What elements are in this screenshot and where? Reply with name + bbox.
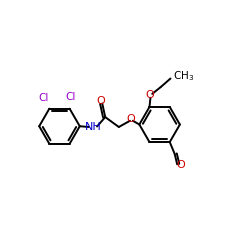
Text: NH: NH (85, 122, 102, 132)
Text: O: O (176, 160, 185, 170)
Text: O: O (96, 96, 105, 106)
Text: O: O (145, 90, 154, 100)
Text: O: O (127, 114, 136, 124)
Text: Cl: Cl (38, 93, 48, 103)
Text: CH$_3$: CH$_3$ (173, 70, 194, 84)
Text: Cl: Cl (66, 92, 76, 102)
